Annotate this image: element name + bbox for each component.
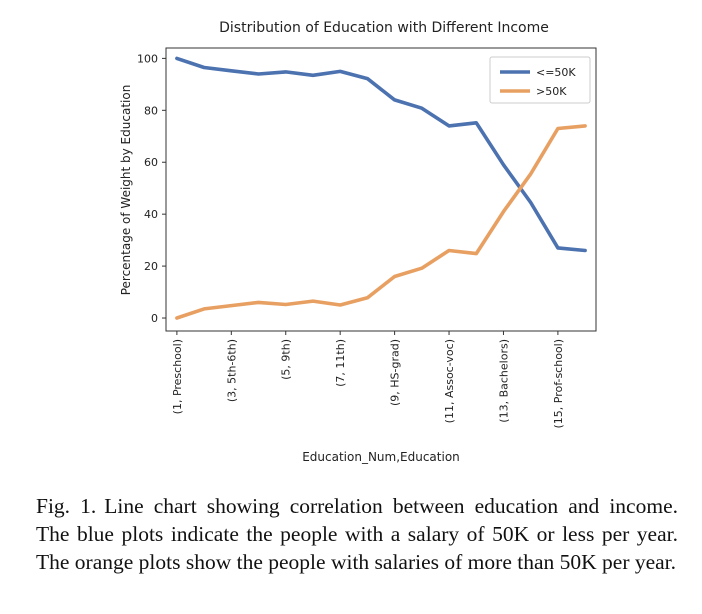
y-tick-label: 60: [144, 156, 158, 169]
data-point: [393, 275, 396, 278]
data-point: [583, 249, 587, 252]
data-point: [556, 246, 560, 250]
data-point: [311, 74, 315, 77]
data-point: [175, 57, 179, 60]
series-points: [175, 57, 587, 320]
data-point: [175, 316, 179, 320]
y-axis-ticks: 0 20 40 60 80 100: [137, 52, 166, 325]
legend: <=50K >50K: [489, 56, 591, 104]
x-tick-label: (15, Prof-school): [552, 339, 565, 429]
data-point: [366, 77, 369, 80]
x-tick-label: (3, 5th-6th): [225, 339, 238, 402]
x-axis-ticks: (1, Preschool) (3, 5th-6th) (5, 9th) (7, 11…: [171, 331, 565, 429]
y-tick-label: 100: [137, 52, 158, 65]
x-tick-label: (11, Assoc-voc): [443, 339, 456, 423]
data-point: [230, 69, 233, 73]
y-tick-label: 0: [151, 312, 158, 325]
data-point: [202, 66, 206, 69]
x-axis-label: Education_Num,Education: [302, 450, 460, 464]
x-tick-label: (9, HS-grad): [389, 339, 402, 406]
data-point: [284, 303, 287, 306]
caption-label: Fig. 1.: [36, 494, 97, 518]
y-tick-label: 20: [144, 260, 158, 273]
data-point: [529, 201, 532, 204]
x-tick-label: (1, Preschool): [171, 339, 184, 414]
data-point: [502, 210, 505, 213]
data-point: [420, 266, 424, 270]
y-tick-label: 40: [144, 208, 158, 221]
legend-label: <=50K: [536, 66, 576, 79]
series-line-le-50k: [175, 56, 587, 253]
chart-title: Distribution of Education with Different…: [219, 20, 549, 36]
data-point: [366, 296, 369, 299]
y-axis-label: Percentage of Weight by Education: [119, 85, 133, 296]
figure-caption: Fig. 1. Line chart showing correlation be…: [36, 492, 678, 576]
series-line-gt-50k: [175, 124, 587, 320]
data-point: [502, 163, 505, 167]
data-point: [338, 70, 342, 73]
data-point: [447, 249, 451, 252]
caption-text: Line chart showing correlation between e…: [36, 494, 678, 574]
data-point: [230, 304, 233, 307]
data-point: [202, 307, 206, 311]
data-point: [583, 124, 587, 128]
data-point: [475, 121, 478, 124]
data-point: [475, 252, 478, 255]
data-point: [447, 124, 451, 128]
data-point: [257, 301, 260, 304]
data-point: [556, 127, 560, 130]
x-tick-label: (5, 9th): [280, 339, 293, 380]
data-point: [529, 172, 532, 176]
data-point: [311, 299, 315, 303]
plot-frame: [165, 47, 597, 332]
x-tick-label: (13, Bachelors): [497, 339, 510, 423]
data-point: [284, 70, 287, 74]
x-tick-label: (7, 11th): [334, 339, 347, 387]
legend-label: >50K: [536, 85, 567, 98]
data-point: [257, 72, 260, 76]
line-chart: Distribution of Education with Different…: [119, 20, 597, 464]
data-point: [338, 303, 342, 307]
series-lines: [175, 56, 587, 320]
y-tick-label: 80: [144, 104, 158, 117]
data-point: [393, 98, 396, 102]
data-point: [420, 107, 424, 110]
